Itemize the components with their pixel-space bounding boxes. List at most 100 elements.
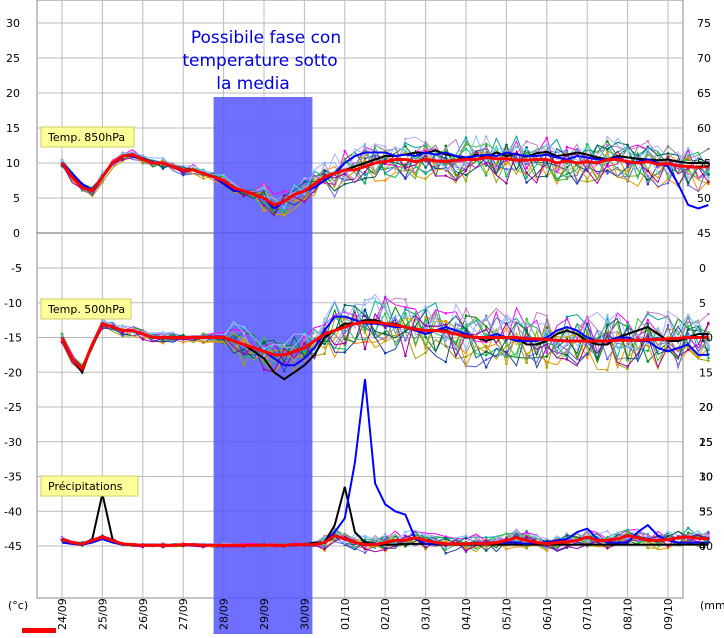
ensemble-member-point [101, 319, 104, 323]
y-tick-label-850: 15 [6, 122, 20, 135]
ensemble-member-point [464, 162, 468, 165]
ensemble-member-point [646, 332, 650, 336]
ensemble-member-point [343, 341, 347, 345]
ensemble-member-point [363, 142, 367, 146]
ensemble-member-point [323, 317, 326, 321]
ensemble-member-point [303, 338, 306, 342]
y2-tick-label-precip: 0 [699, 540, 706, 553]
ensemble-member-point [262, 203, 266, 207]
ensemble-member-point [626, 530, 629, 533]
ensemble-member-point [404, 164, 407, 167]
ensemble-member-point [626, 327, 629, 331]
ensemble-member-point [484, 350, 488, 353]
ensemble-member-point [282, 343, 286, 347]
ensemble-member-point [60, 332, 64, 335]
ensemble-member-point [585, 346, 589, 350]
ensemble-member-point [484, 549, 488, 552]
ensemble-member-point [444, 344, 448, 348]
ensemble-member-point [424, 335, 427, 339]
ensemble-member-point [262, 190, 266, 194]
ensemble-member-point [686, 328, 690, 332]
y2-tick-label-500: 10 [699, 332, 713, 345]
ensemble-member-point [444, 551, 448, 555]
ensemble-member-point [404, 166, 407, 170]
ensemble-member-point [666, 345, 670, 348]
ensemble-member-point [464, 364, 468, 367]
ensemble-member-point [646, 169, 650, 173]
ensemble-member-point [404, 148, 407, 152]
ensemble-member-point [484, 171, 488, 175]
panel-tag-label: Précipitations [48, 480, 123, 493]
ensemble-member-point [626, 365, 629, 368]
ensemble-member-point [444, 536, 448, 540]
y-tick-label-850: 30 [6, 17, 20, 30]
ensemble-member-point [505, 341, 508, 345]
y-tick-label-500: -10 [4, 297, 22, 310]
ensemble-member-point [464, 329, 468, 332]
panel-tag-box [40, 475, 139, 497]
ensemble-member-point [525, 547, 528, 550]
date-tick-label: 26/09 [137, 598, 150, 630]
ensemble-member-point [242, 331, 246, 335]
ensemble-member-point [646, 147, 650, 151]
ensemble-member-point [222, 331, 225, 335]
ensemble-member-point [686, 313, 690, 317]
ensemble-member-point [666, 534, 670, 538]
ensemble-member-point [464, 348, 468, 352]
ensemble-member-point [505, 532, 508, 535]
ensemble-member-point [686, 325, 690, 328]
ensemble-member-point [565, 358, 569, 361]
y2-tick-label-500: 35 [699, 505, 713, 518]
ensemble-member-point [363, 181, 367, 185]
y2-tick-label-precip: 20 [699, 401, 713, 414]
ensemble-member-point [646, 145, 650, 149]
ensemble-member-point [525, 531, 528, 534]
ensemble-member-point [484, 539, 488, 543]
ensemble-mean-line [60, 320, 709, 372]
ensemble-member-point [444, 146, 448, 150]
ensemble-member-point [666, 310, 670, 314]
ensemble-member-point [464, 321, 468, 324]
ensemble-member-point [606, 334, 609, 338]
ensemble-member-point [666, 152, 670, 155]
ensemble-member-point [484, 135, 488, 138]
ensemble-member-point [141, 330, 145, 333]
y-tick-label-500: -45 [4, 540, 22, 553]
ensemble-member-point [505, 182, 508, 185]
ensemble-member-point [707, 359, 710, 362]
ensemble-member-point [707, 180, 710, 184]
ensemble-member-point [545, 326, 549, 330]
ensemble-member-point [323, 173, 326, 176]
ensemble-member-point [505, 547, 508, 551]
ensemble-member-point [606, 368, 609, 372]
ensemble-member-point [626, 322, 629, 325]
ensemble-member-point [343, 178, 347, 181]
ensemble-member-point [505, 353, 508, 357]
ensemble-member-point [545, 165, 549, 168]
ensemble-member-point [363, 535, 367, 539]
ensemble-member-point [585, 165, 589, 169]
ensemble-member-point [101, 181, 104, 184]
ensemble-member-point [626, 143, 629, 147]
ensemble-member-point [585, 168, 589, 172]
ensemble-member-point [242, 325, 246, 329]
date-tick-label: 06/10 [541, 598, 554, 630]
date-tick-label: 27/09 [177, 598, 190, 630]
date-tick-label: 28/09 [218, 598, 231, 630]
ensemble-member-point [282, 213, 286, 217]
unit-right: (mm) [700, 599, 724, 612]
ensemble-member-point [282, 210, 286, 214]
ensemble-member-point [242, 192, 246, 196]
ensemble-member-point [404, 329, 407, 333]
ensemble-member-point [686, 169, 690, 172]
ensemble-member-point [565, 166, 569, 169]
ensemble-member-point [646, 182, 650, 186]
ensemble-member-point [484, 547, 488, 550]
ensemble-member-point [161, 156, 165, 160]
ensemble-member-point [242, 352, 246, 356]
ensemble-member-point [262, 209, 266, 212]
ensemble-member-point [545, 136, 549, 140]
y-tick-label-850: 10 [6, 157, 20, 170]
ensemble-member-point [707, 147, 710, 151]
ensemble-member-point [464, 143, 468, 146]
